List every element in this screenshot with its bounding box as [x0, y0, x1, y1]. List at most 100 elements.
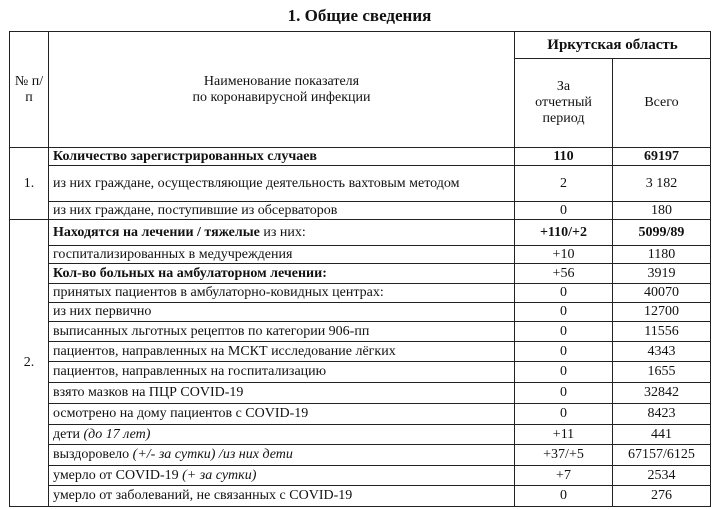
- table-row: принятых пациентов в амбулаторно-ковидны…: [10, 283, 711, 303]
- period-value: 0: [514, 302, 613, 322]
- indicator-name: из них граждане, осуществляющие деятельн…: [48, 165, 515, 202]
- header-region: Иркутская область: [514, 31, 711, 59]
- total-value: 40070: [612, 283, 711, 303]
- section-number: 1.: [9, 147, 49, 220]
- indicator-text: выздоровело: [53, 447, 133, 462]
- header-name-line2: по коронавирусной инфекции: [192, 89, 371, 105]
- table-row: дети (до 17 лет) +11 441: [10, 424, 711, 445]
- total-value: 441: [612, 424, 711, 445]
- indicator-bold-text: Кол-во больных на амбулаторном лечении:: [53, 265, 327, 281]
- indicator-text: осмотрено на дому пациентов с COVID-19: [53, 406, 309, 421]
- period-value: +7: [514, 465, 613, 486]
- total-value: 8423: [612, 403, 711, 425]
- table-row: взято мазков на ПЦР COVID-19 0 32842: [10, 382, 711, 404]
- total-value: 5099/89: [612, 219, 711, 246]
- table-row: умерло от заболеваний, не связанных с CO…: [10, 485, 711, 507]
- table-row: 1. Количество зарегистрированных случаев 1…: [9, 147, 711, 220]
- period-value: 0: [514, 382, 613, 404]
- period-value: 0: [514, 485, 613, 507]
- total-value: 4343: [612, 341, 711, 362]
- indicator-bold-text: Находятся на лечении / тяжелые: [53, 224, 260, 240]
- header-num: № п/п: [9, 31, 49, 148]
- period-value: +110/+2: [514, 219, 613, 246]
- header-period: За отчетный период: [514, 58, 613, 148]
- indicator-name: осмотрено на дому пациентов с COVID-19: [48, 403, 515, 425]
- indicator-text: выписанных льготных рецептов по категори…: [53, 323, 370, 339]
- indicator-name: госпитализированных в медучреждения: [48, 245, 515, 264]
- period-value: 2: [514, 165, 613, 202]
- period-value: +11: [514, 424, 613, 445]
- indicator-text: из них:: [259, 224, 306, 240]
- period-value: 0: [514, 283, 613, 303]
- total-value: 69197: [612, 147, 711, 166]
- indicator-name: принятых пациентов в амбулаторно-ковидны…: [48, 283, 515, 303]
- section-number: 2.: [9, 219, 49, 507]
- section-title: 1. Общие сведения: [287, 6, 432, 25]
- indicator-text: из них граждане, осуществляющие деятельн…: [53, 175, 460, 191]
- total-value: 3919: [612, 263, 711, 284]
- table-row: пациентов, направленных на госпитализаци…: [10, 361, 711, 383]
- table-row: госпитализированных в медучреждения +10 11…: [10, 245, 711, 264]
- indicator-name: умерло от заболеваний, не связанных с CO…: [48, 485, 515, 507]
- table-row: пациентов, направленных на МСКТ исследов…: [10, 341, 711, 362]
- total-value: 1180: [612, 245, 711, 264]
- header-name-line1: Наименование показателя: [203, 73, 360, 89]
- indicator-name: Количество зарегистрированных случаев: [48, 147, 515, 166]
- total-value: 276: [612, 485, 711, 507]
- table-row: из них первично 0 12700: [10, 302, 711, 322]
- total-value: 180: [612, 201, 711, 220]
- indicator-italic-text: (+ за сутки): [182, 467, 257, 483]
- indicator-name: из них первично: [48, 302, 515, 322]
- table-body: 1. Количество зарегистрированных случаев 1…: [9, 147, 711, 507]
- period-value: 0: [514, 321, 613, 342]
- covid-stats-table: № п/п Наименование показателя по коронав…: [9, 31, 711, 507]
- subheader-row: За отчетный период Всего: [10, 58, 711, 148]
- indicator-name: пациентов, направленных на госпитализаци…: [48, 361, 515, 383]
- header-total: Всего: [612, 58, 711, 148]
- period-value: 0: [514, 361, 613, 383]
- indicator-italic-text: (до 17 лет): [83, 426, 151, 442]
- total-value: 1655: [612, 361, 711, 383]
- total-value: 3 182: [612, 165, 711, 202]
- total-value: 67157/6125: [612, 444, 711, 466]
- indicator-name: Кол-во больных на амбулаторном лечении:: [48, 263, 515, 284]
- period-value: 0: [514, 403, 613, 425]
- table-row: Кол-во больных на амбулаторном лечении: +…: [10, 263, 711, 284]
- period-value: 0: [514, 201, 613, 220]
- indicator-name: взято мазков на ПЦР COVID-19: [48, 382, 515, 404]
- indicator-text: умерло от заболеваний, не связанных с CO…: [53, 488, 353, 503]
- header-row: № п/п Наименование показателя по коронав…: [9, 31, 711, 148]
- indicator-text: дети: [53, 426, 84, 442]
- indicator-name: выписанных льготных рецептов по категори…: [48, 321, 515, 342]
- indicator-text: госпитализированных в медучреждения: [53, 246, 293, 262]
- period-value: +10: [514, 245, 613, 264]
- header-name: Наименование показателя по коронавирусно…: [48, 31, 515, 148]
- indicator-name: Находятся на лечении / тяжелые из них:: [48, 219, 515, 246]
- period-value: +56: [514, 263, 613, 284]
- indicator-text: умерло от COVID-19: [53, 467, 183, 483]
- table-row: из них граждане, поступившие из обсерват…: [10, 201, 711, 220]
- total-value: 12700: [612, 302, 711, 322]
- total-value: 32842: [612, 382, 711, 404]
- indicator-text: принятых пациентов в амбулаторно-ковидны…: [53, 285, 384, 300]
- total-value: 2534: [612, 465, 711, 486]
- table-row: выздоровело (+/- за сутки) /из них дети +…: [10, 444, 711, 466]
- indicator-text: из них граждане, поступившие из обсерват…: [53, 202, 338, 218]
- period-value: 0: [514, 341, 613, 362]
- period-value: +37/+5: [514, 444, 613, 466]
- table-row: выписанных льготных рецептов по категори…: [10, 321, 711, 342]
- indicator-name: умерло от COVID-19 (+ за сутки): [48, 465, 515, 486]
- indicator-text: пациентов, направленных на госпитализаци…: [53, 364, 327, 379]
- indicator-text: взято мазков на ПЦР COVID-19: [53, 385, 244, 400]
- table-row: умерло от COVID-19 (+ за сутки) +7 2534: [10, 465, 711, 486]
- indicator-text: пациентов, направленных на МСКТ исследов…: [53, 343, 396, 359]
- total-value: 11556: [612, 321, 711, 342]
- indicator-name: пациентов, направленных на МСКТ исследов…: [48, 341, 515, 362]
- indicator-bold-text: Количество зарегистрированных случаев: [53, 148, 317, 164]
- table-row: осмотрено на дому пациентов с COVID-19 0 8…: [10, 403, 711, 425]
- indicator-name: дети (до 17 лет): [48, 424, 515, 445]
- table-row: 2. Находятся на лечении / тяжелые из них:…: [9, 219, 711, 507]
- indicator-name: выздоровело (+/- за сутки) /из них дети: [48, 444, 515, 466]
- table-row: из них граждане, осуществляющие деятельн…: [10, 165, 711, 202]
- indicator-text: из них первично: [53, 304, 152, 319]
